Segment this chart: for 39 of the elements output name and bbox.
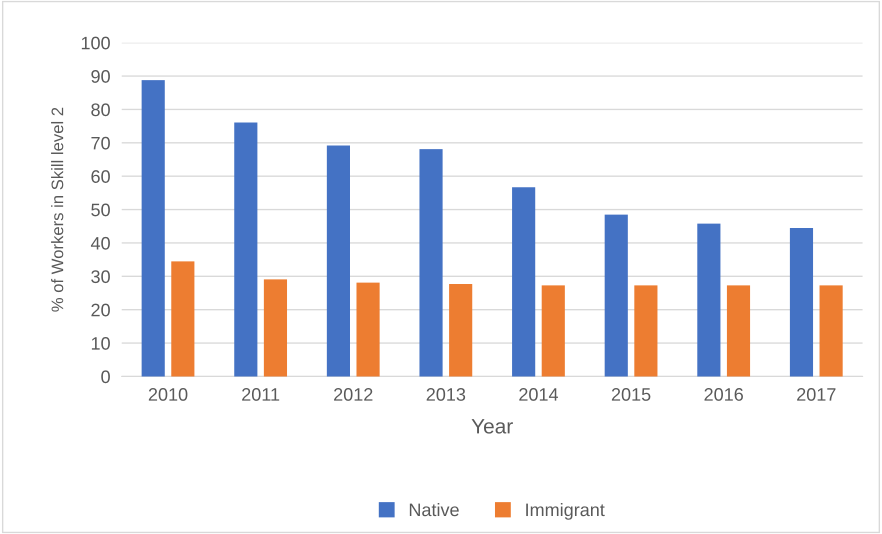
bar xyxy=(234,122,258,376)
bar xyxy=(820,285,843,376)
y-axis-title: % of Workers in Skill level 2 xyxy=(51,108,64,312)
legend-label: Native xyxy=(410,502,459,516)
bar xyxy=(726,285,750,376)
y-tick-label: 20 xyxy=(91,304,110,316)
y-tick-label: 100 xyxy=(82,36,110,50)
bar xyxy=(419,149,443,376)
y-tick-label: 80 xyxy=(91,103,110,116)
bar xyxy=(356,282,380,376)
bar xyxy=(604,214,628,376)
x-tick-label: 2013 xyxy=(426,388,466,401)
x-tick-label: 2014 xyxy=(519,388,558,401)
bar xyxy=(326,146,350,376)
bar xyxy=(264,279,288,376)
x-tick-label: 2012 xyxy=(334,388,372,401)
y-tick-label: 10 xyxy=(92,337,110,350)
y-tick-label: 40 xyxy=(90,236,110,250)
x-tick-label: 2017 xyxy=(797,388,836,401)
y-tick-label: 70 xyxy=(91,136,110,150)
x-tick-label: 2011 xyxy=(242,388,280,401)
y-tick-label: 0 xyxy=(101,370,110,384)
bar xyxy=(449,284,472,376)
x-tick-label: 2010 xyxy=(148,388,188,401)
bar xyxy=(542,285,565,376)
bar xyxy=(142,80,165,376)
x-tick-label: 2015 xyxy=(612,388,650,401)
y-tick-label: 90 xyxy=(91,70,110,83)
bar xyxy=(512,187,536,376)
bar xyxy=(634,285,658,376)
legend-label: Immigrant xyxy=(526,502,605,520)
y-tick-label: 50 xyxy=(91,204,110,216)
y-tick-label: 60 xyxy=(91,170,110,183)
bar xyxy=(697,224,720,376)
x-tick-label: 2016 xyxy=(704,388,743,401)
bar xyxy=(171,261,194,376)
x-axis-title: Year xyxy=(472,419,513,434)
y-tick-label: 30 xyxy=(91,270,110,284)
bar xyxy=(790,228,814,376)
